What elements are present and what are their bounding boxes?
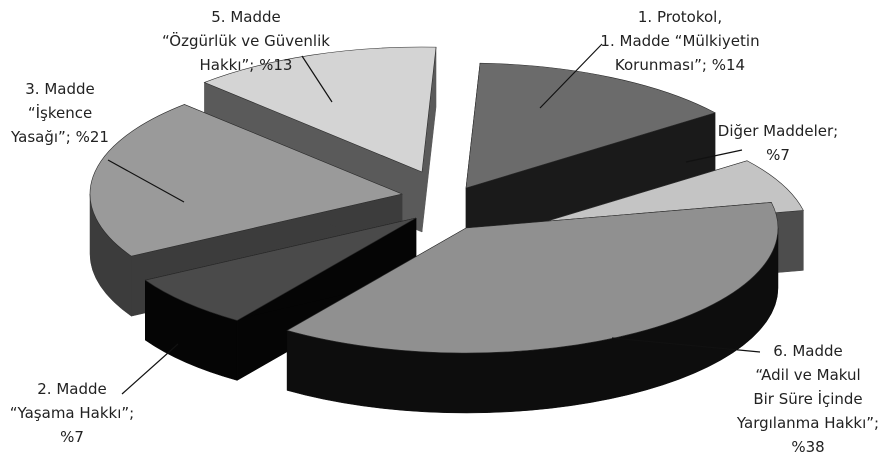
pie-slice-top [497, 160, 804, 237]
slice-label-line: Yasağı”; %21 [10, 128, 109, 146]
slice-label-line: “Özgürlük ve Güvenlik [162, 31, 330, 50]
pie-slice [286, 202, 779, 414]
slice-label: 1. Protokol, 1. Madde “Mülkiyetin Korunmas… [600, 8, 759, 74]
slice-label-line: “Yaşama Hakkı”; [10, 404, 134, 422]
slice-label-line: 3. Madde [25, 80, 95, 98]
slice-label-line: %7 [766, 146, 790, 164]
leader-line [121, 343, 179, 395]
pie-slice-top [89, 104, 403, 257]
pie-slice-top [144, 217, 417, 321]
slice-label-line: Diğer Maddeler; [718, 122, 838, 140]
leader-line [107, 159, 185, 203]
slice-label-line: 6. Madde [773, 342, 843, 360]
slices-layer [89, 46, 804, 414]
slice-label-line: %38 [791, 438, 824, 456]
slice-label: 2. Madde “Yaşama Hakkı”; %7 [10, 380, 134, 446]
slice-label: 5. Madde “Özgürlük ve Güvenlik Hakkı”; %13 [162, 8, 330, 74]
leader-line [301, 55, 333, 103]
pie-slice [144, 217, 417, 381]
slice-label: 3. Madde “İşkence Yasağı”; %21 [10, 80, 109, 146]
slice-label-line: 2. Madde [37, 380, 107, 398]
slice-label-line: 5. Madde [211, 8, 281, 26]
pie-slice-top [203, 46, 437, 173]
leader-line [611, 337, 761, 353]
slice-label-line: 1. Protokol, [638, 8, 722, 26]
leader-line [685, 149, 743, 163]
slice-label: 6. Madde “Adil ve Makul Bir Süre İçinde Yar… [736, 342, 879, 456]
slice-label-line: Hakkı”; %13 [200, 56, 293, 74]
slice-label-line: %7 [60, 428, 84, 446]
leader-line [539, 43, 603, 109]
slice-label: Diğer Maddeler; %7 [718, 122, 838, 164]
slice-label-line: Korunması”; %14 [615, 56, 745, 74]
pie-slice-top [465, 62, 716, 189]
slice-label-line: Yargılanma Hakkı”; [736, 414, 879, 432]
slice-label-line: “İşkence [28, 103, 92, 122]
slice-label-line: 1. Madde “Mülkiyetin [600, 32, 759, 50]
slice-label-line: “Adil ve Makul [755, 366, 860, 384]
pie-slice-top [286, 202, 779, 354]
leader-lines-layer [107, 43, 761, 395]
slice-label-line: Bir Süre İçinde [753, 389, 862, 408]
labels-layer: 1. Protokol, 1. Madde “Mülkiyetin Korunmas… [10, 8, 879, 456]
